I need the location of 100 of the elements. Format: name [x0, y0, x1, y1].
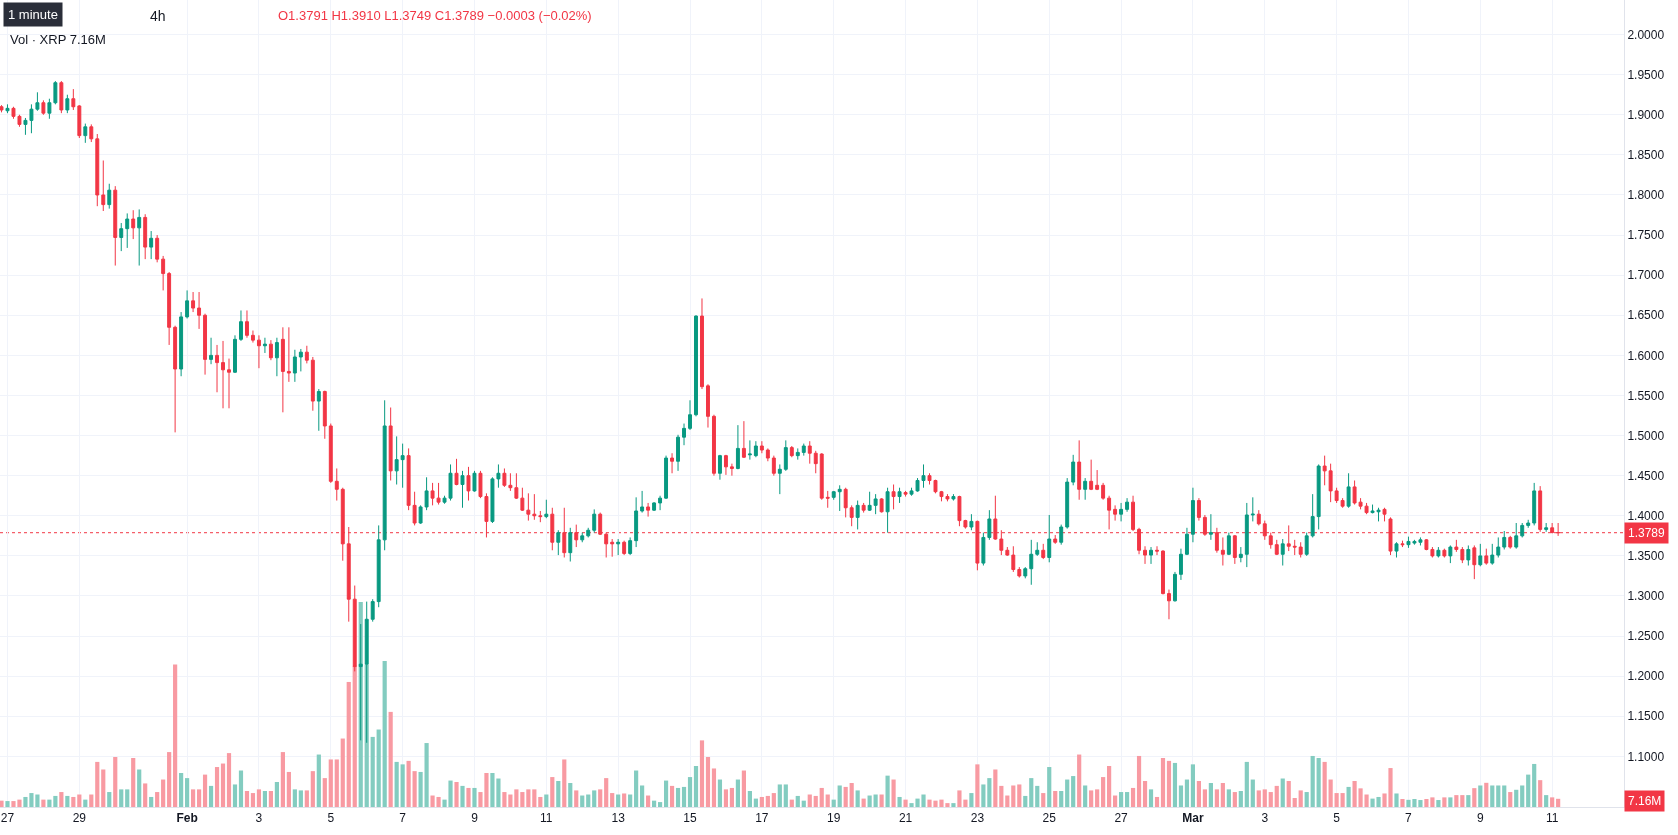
- bar: [741, 770, 746, 807]
- candlestick: [1053, 534, 1058, 545]
- bar: [41, 799, 46, 807]
- bar: [777, 784, 782, 807]
- bar: [1089, 790, 1094, 807]
- bar: [622, 793, 627, 807]
- candlestick: [747, 439, 752, 461]
- candlestick: [1382, 507, 1387, 522]
- bar: [604, 778, 609, 807]
- bar: [1544, 795, 1549, 807]
- candlestick: [867, 491, 872, 512]
- candlestick: [682, 423, 686, 446]
- bar: [196, 789, 202, 807]
- bar: [167, 752, 172, 807]
- bar: [179, 772, 184, 807]
- bar: [1178, 785, 1184, 807]
- bar: [454, 781, 459, 807]
- bar: [1107, 766, 1112, 807]
- candlestick: [1071, 454, 1076, 486]
- bar: [598, 789, 603, 807]
- candlestick: [1190, 487, 1195, 543]
- candlestick: [1346, 472, 1351, 509]
- bar: [1448, 797, 1453, 807]
- x-tick-label: 5: [327, 811, 335, 826]
- bar: [460, 785, 465, 807]
- bar: [1047, 767, 1052, 807]
- candlestick: [771, 455, 776, 477]
- candlestick: [1490, 543, 1495, 566]
- bar: [849, 783, 854, 807]
- bar: [370, 736, 375, 807]
- candlestick: [622, 540, 627, 556]
- candlestick: [783, 439, 788, 472]
- candlestick: [107, 183, 112, 210]
- bar: [568, 783, 573, 807]
- bar: [107, 792, 112, 807]
- bar: [1442, 797, 1447, 807]
- y-tick-label: 1.8000: [1627, 188, 1665, 203]
- x-tick-label: 27: [0, 811, 15, 826]
- bar: [771, 793, 776, 807]
- candlestick: [1436, 546, 1441, 558]
- x-tick-label: 13: [611, 811, 626, 826]
- candlestick: [951, 493, 956, 502]
- x-tick-label: 29: [72, 811, 87, 826]
- bar: [1256, 790, 1261, 807]
- candlestick: [837, 484, 842, 512]
- bar: [987, 778, 992, 807]
- bar: [1011, 785, 1016, 807]
- candlestick: [903, 490, 908, 498]
- candlestick: [610, 538, 615, 558]
- candlestick: [861, 502, 866, 514]
- candlestick: [1448, 544, 1453, 564]
- candlestick: [328, 423, 333, 484]
- candlestick: [274, 337, 279, 377]
- bar: [1472, 788, 1477, 807]
- bar: [77, 794, 82, 807]
- bar: [316, 754, 321, 807]
- candlestick: [239, 309, 243, 342]
- y-tick-label: 1.2500: [1627, 629, 1665, 644]
- candlestick: [1298, 541, 1303, 558]
- bar: [1226, 789, 1231, 807]
- candlestick: [544, 499, 549, 519]
- candlestick: [717, 454, 722, 481]
- candlestick: [268, 339, 273, 361]
- bar: [1017, 784, 1022, 807]
- bar: [137, 769, 142, 807]
- bar: [873, 794, 878, 807]
- candlestick: [155, 234, 160, 263]
- candlestick: [101, 159, 106, 212]
- candlestick: [556, 529, 561, 556]
- x-tick-label: 3: [255, 811, 263, 826]
- y-tick-label: 2.0000: [1627, 27, 1665, 42]
- y-tick-label: 1.7500: [1627, 228, 1665, 243]
- x-tick-label: Feb: [176, 811, 198, 826]
- bar: [89, 794, 94, 807]
- candlestick: [849, 504, 854, 527]
- candlestick: [466, 466, 471, 502]
- bar: [1346, 786, 1351, 807]
- y-tick-label: 1.3000: [1627, 589, 1665, 604]
- bar: [699, 740, 705, 807]
- candlestick: [149, 230, 154, 260]
- candlestick: [256, 334, 261, 369]
- text: 7.16M: [1628, 794, 1662, 808]
- candlestick: [1268, 532, 1273, 550]
- bar: [765, 795, 770, 807]
- bar: [1238, 791, 1243, 807]
- candlestick: [658, 495, 663, 511]
- bar: [1136, 755, 1142, 807]
- bar: [520, 792, 525, 807]
- bar: [53, 795, 58, 807]
- bar: [861, 798, 866, 807]
- candlestick: [77, 104, 82, 139]
- candlestick: [1041, 543, 1046, 560]
- candlestick: [388, 407, 393, 481]
- bar: [83, 799, 88, 807]
- bar: [610, 793, 615, 807]
- bar: [981, 784, 986, 807]
- y-tick-label: 1.8500: [1627, 148, 1665, 163]
- candlestick: [1532, 482, 1537, 526]
- bar: [412, 771, 417, 807]
- candlestick: [5, 103, 10, 114]
